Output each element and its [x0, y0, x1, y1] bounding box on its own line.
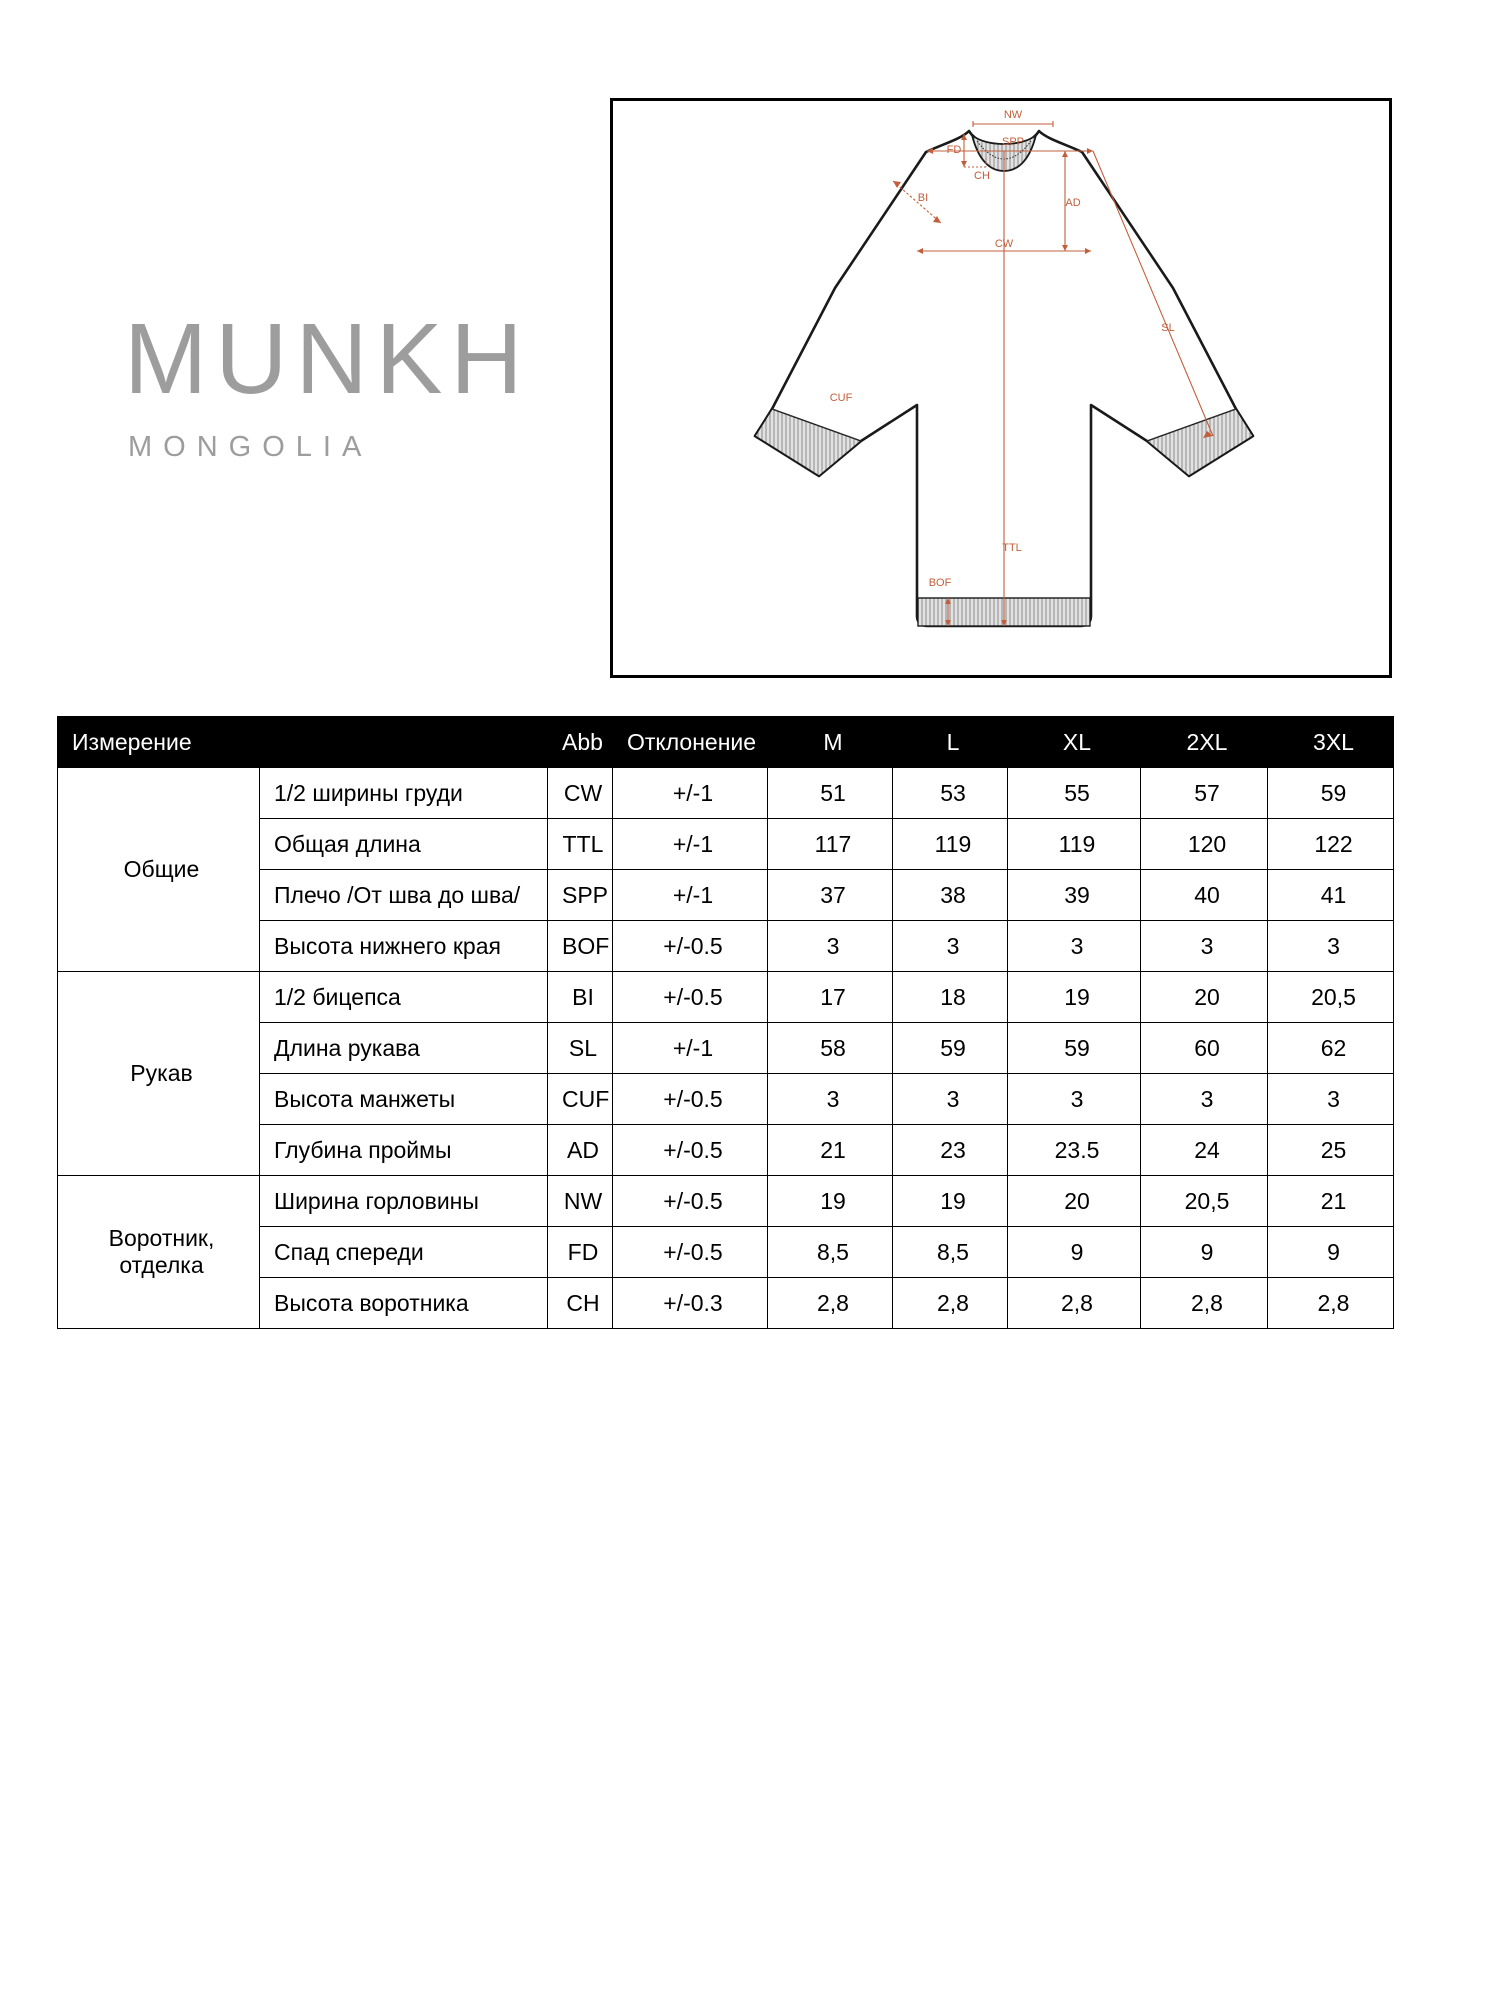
svg-text:SPP: SPP — [1002, 136, 1024, 148]
svg-text:FD: FD — [947, 144, 962, 156]
svg-text:BOF: BOF — [929, 577, 952, 589]
svg-text:NW: NW — [1004, 109, 1023, 121]
svg-text:TTL: TTL — [1002, 542, 1022, 554]
svg-text:AD: AD — [1065, 197, 1080, 209]
svg-text:BI: BI — [918, 192, 928, 204]
svg-text:CUF: CUF — [830, 392, 853, 404]
svg-text:SL: SL — [1161, 322, 1174, 334]
svg-text:CH: CH — [974, 170, 990, 182]
